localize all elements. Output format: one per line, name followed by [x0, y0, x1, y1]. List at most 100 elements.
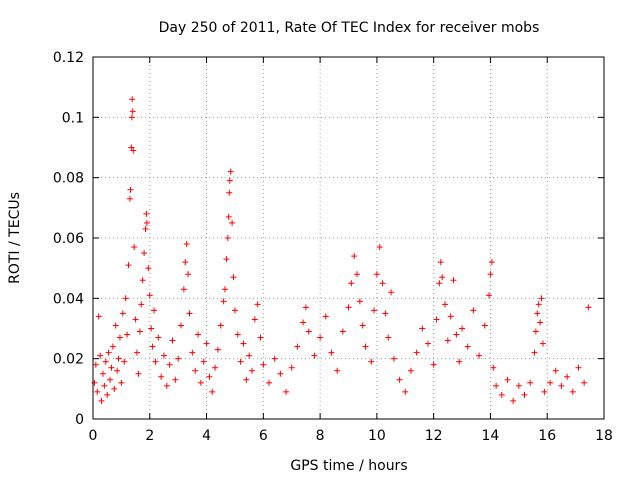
data-point — [121, 358, 128, 365]
data-point — [125, 262, 132, 269]
data-point — [419, 325, 426, 332]
data-point — [376, 244, 383, 251]
data-point — [351, 253, 358, 260]
data-point — [92, 361, 99, 368]
data-point — [362, 343, 369, 350]
data-point — [231, 307, 238, 314]
data-point — [118, 379, 125, 386]
data-point — [124, 331, 131, 338]
data-point — [192, 367, 199, 374]
data-point — [538, 295, 545, 302]
data-point — [217, 322, 224, 329]
y-tick-label: 0.08 — [53, 171, 84, 187]
data-point — [345, 304, 352, 311]
data-point — [390, 355, 397, 362]
data-point — [214, 346, 221, 353]
data-point — [271, 355, 278, 362]
data-point — [368, 358, 375, 365]
data-point — [158, 373, 165, 380]
data-point — [111, 385, 118, 392]
x-tick-label: 14 — [482, 428, 500, 444]
x-tick-label: 0 — [89, 428, 98, 444]
data-point — [547, 379, 554, 386]
data-point — [200, 358, 207, 365]
data-point — [180, 286, 187, 293]
data-point — [234, 331, 241, 338]
data-point — [222, 286, 229, 293]
data-point — [108, 364, 115, 371]
x-tick-label: 18 — [595, 428, 613, 444]
data-point — [172, 376, 179, 383]
data-point — [189, 349, 196, 356]
data-point — [248, 367, 255, 374]
data-point — [339, 328, 346, 335]
data-point — [178, 322, 185, 329]
data-point — [558, 382, 565, 389]
data-point — [212, 364, 219, 371]
data-point — [322, 313, 329, 320]
data-point — [532, 328, 539, 335]
data-point — [488, 259, 495, 266]
data-point — [186, 310, 193, 317]
data-point — [552, 367, 559, 374]
data-point — [433, 316, 440, 323]
y-axis-label: ROTI / TECUs — [7, 192, 23, 284]
x-tick-label: 6 — [259, 428, 268, 444]
data-point — [98, 397, 105, 404]
x-tick-label: 12 — [425, 428, 443, 444]
data-point — [534, 310, 541, 317]
data-point — [246, 352, 253, 359]
data-point — [146, 292, 153, 299]
data-point — [521, 391, 528, 398]
data-point — [109, 343, 116, 350]
data-point — [131, 244, 138, 251]
y-tick-label: 0.12 — [53, 50, 84, 66]
data-point — [148, 325, 155, 332]
data-point — [585, 304, 592, 311]
data-point — [143, 210, 150, 217]
chart-title: Day 250 of 2011, Rate Of TEC Index for r… — [159, 20, 540, 36]
data-point — [99, 370, 106, 377]
data-point — [311, 352, 318, 359]
data-point — [539, 340, 546, 347]
data-point — [226, 189, 233, 196]
data-point — [302, 304, 309, 311]
data-point — [139, 277, 146, 284]
data-point — [407, 367, 414, 374]
data-point — [402, 388, 409, 395]
data-point — [101, 382, 108, 389]
data-point — [151, 307, 158, 314]
data-point — [243, 376, 250, 383]
data-point — [481, 322, 488, 329]
data-point — [126, 195, 133, 202]
data-point — [527, 379, 534, 386]
data-point — [348, 280, 355, 287]
data-point — [224, 235, 231, 241]
data-point — [130, 147, 137, 154]
data-point — [141, 250, 148, 257]
data-point — [163, 382, 170, 389]
grid-lines — [93, 57, 604, 419]
data-point — [197, 379, 204, 386]
data-point — [155, 334, 162, 341]
data-point — [442, 301, 449, 308]
data-point — [436, 280, 443, 287]
data-point — [229, 219, 236, 226]
x-tick-label: 10 — [368, 428, 386, 444]
data-point — [102, 358, 109, 365]
data-point — [490, 364, 497, 371]
data-point — [240, 340, 247, 347]
data-point — [226, 177, 233, 184]
data-point — [305, 328, 312, 335]
data-point — [135, 370, 142, 377]
data-point — [379, 280, 386, 287]
data-point — [450, 277, 457, 284]
data-point — [575, 364, 582, 371]
data-point — [230, 274, 237, 281]
data-point — [476, 352, 483, 359]
x-tick-label: 2 — [145, 428, 154, 444]
data-point — [97, 352, 104, 359]
data-point — [237, 358, 244, 365]
data-point — [206, 373, 213, 380]
data-point — [359, 322, 366, 329]
